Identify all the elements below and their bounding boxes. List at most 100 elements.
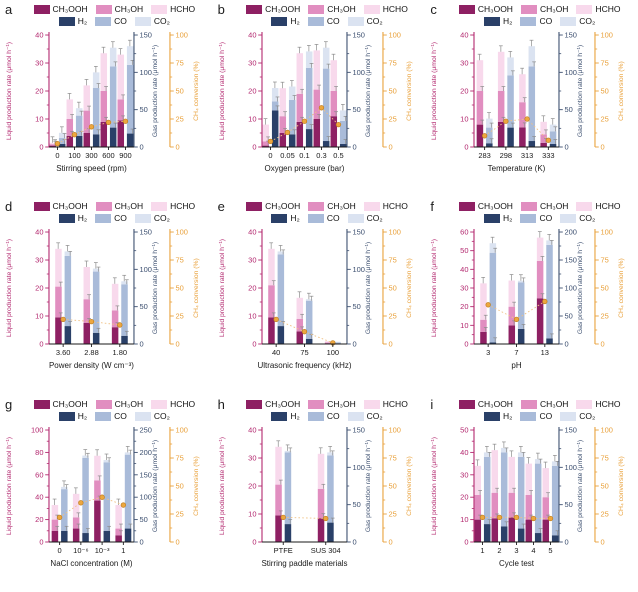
legend-swatch-h2 bbox=[58, 411, 75, 421]
legend-label-co: CO bbox=[326, 410, 340, 421]
liquid-tick-label: 10 bbox=[460, 114, 468, 123]
bar-h2 bbox=[501, 525, 508, 542]
liquid-tick-label: 30 bbox=[460, 284, 468, 293]
bar-co2 bbox=[489, 243, 497, 254]
bar-ch3oh bbox=[519, 102, 526, 128]
gas-tick-label: 0 bbox=[565, 537, 569, 546]
bar-ch3ooh bbox=[525, 519, 533, 542]
legend-label-h2: H₂ bbox=[503, 16, 513, 26]
conversion-tick-label: 50 bbox=[175, 87, 183, 96]
bar-co bbox=[484, 456, 491, 524]
gas-tick-label: 100 bbox=[352, 68, 365, 77]
bar-h2 bbox=[124, 528, 132, 542]
bar-ch3ooh bbox=[480, 332, 488, 345]
legend-item-ch3ooh: CH₃OOH bbox=[246, 399, 300, 410]
conversion-axis: 0 25 50 75 100 CH₄ conversion (%) bbox=[594, 425, 625, 546]
bar-co bbox=[82, 457, 89, 533]
conversion-marker bbox=[105, 119, 112, 126]
gas-tick-label: 200 bbox=[565, 228, 578, 237]
x-tick-label: 1.80 bbox=[113, 348, 128, 357]
gas-axis-title: Gas production rate (μmol h⁻¹) bbox=[152, 242, 159, 334]
conversion-tick-label: 100 bbox=[175, 31, 188, 40]
bar-hcho bbox=[476, 60, 484, 92]
gas-tick-label: 50 bbox=[565, 500, 573, 509]
bar-hcho bbox=[537, 237, 544, 262]
conversion-axis-title: CH₄ conversion (%) bbox=[406, 61, 413, 121]
x-tick-label: 300 bbox=[85, 151, 98, 160]
bar-co bbox=[546, 245, 554, 339]
legend-label-co: CO bbox=[539, 213, 553, 224]
legend-swatch-co2 bbox=[560, 214, 577, 224]
conversion-tick-label: 0 bbox=[601, 142, 605, 151]
bar-ch3ooh bbox=[83, 323, 91, 345]
conversion-axis-title: CH₄ conversion (%) bbox=[406, 258, 413, 318]
conversion-marker bbox=[284, 129, 290, 136]
bar-co bbox=[333, 342, 341, 344]
bar-co2 bbox=[339, 110, 347, 121]
bar-h2 bbox=[552, 534, 559, 542]
liquid-axis: 0 10 20 30 40 Liquid production rate (μmol h⁻… bbox=[219, 228, 263, 349]
liquid-tick-label: 20 bbox=[460, 492, 468, 501]
liquid-tick-label: 0 bbox=[252, 340, 256, 349]
bar-ch3oh bbox=[317, 488, 324, 518]
legend-label-hcho: HCHO bbox=[382, 398, 408, 409]
conversion-axis: 0 25 50 75 100 CH₄ conversion (%) bbox=[594, 228, 625, 349]
bar-hcho bbox=[51, 504, 59, 520]
bar-ch3ooh bbox=[267, 317, 275, 345]
legend-swatch-co bbox=[307, 411, 324, 421]
conversion-marker bbox=[301, 329, 307, 335]
bar-co2 bbox=[546, 240, 554, 246]
liquid-tick-label: 0 bbox=[39, 340, 43, 349]
chart-h: 0 10 20 30 40 Liquid production rate (μmol h⁻… bbox=[219, 425, 413, 567]
conversion-axis-title: CH₄ conversion (%) bbox=[618, 61, 625, 121]
conversion-tick-label: 0 bbox=[388, 142, 392, 151]
legend-label-hcho: HCHO bbox=[170, 201, 196, 212]
legend-row: H₂ CO CO₂ bbox=[55, 411, 174, 422]
legend-row: CH₃OOH CH₃OH HCHO bbox=[455, 399, 625, 410]
x-axis: 1 2 3 4 5 Cycle test bbox=[474, 541, 560, 568]
bar-h2 bbox=[326, 522, 334, 542]
bar-ch3ooh bbox=[491, 518, 499, 542]
conversion-tick-label: 100 bbox=[388, 31, 401, 40]
conversion-tick-label: 50 bbox=[175, 284, 183, 293]
legend-item-h2: H₂ bbox=[271, 411, 300, 422]
conversion-marker bbox=[503, 118, 509, 124]
panel-c: c CH₃OOH CH₃OH HCHO H₂ CO CO₂ 0 10 20 30 40 Liquid p… bbox=[425, 0, 638, 197]
conversion-tick-label: 50 bbox=[388, 481, 396, 490]
legend-swatch-co bbox=[95, 17, 112, 26]
legend-swatch-h2 bbox=[484, 411, 501, 421]
bars bbox=[474, 441, 560, 542]
legend-label-ch3ooh: CH₃OOH bbox=[52, 4, 88, 14]
bar-hcho bbox=[508, 280, 516, 307]
conversion-marker bbox=[88, 124, 95, 130]
bar-co bbox=[501, 452, 508, 526]
legend-label-hcho: HCHO bbox=[382, 201, 408, 212]
conversion-tick-label: 0 bbox=[388, 537, 392, 546]
conversion-marker bbox=[122, 118, 129, 124]
bars bbox=[476, 39, 558, 147]
bar-ch3oh bbox=[83, 110, 91, 133]
bar-co2 bbox=[277, 251, 284, 255]
liquid-tick-label: 30 bbox=[248, 453, 256, 462]
conversion-tick-label: 100 bbox=[601, 31, 614, 40]
legend-item-ch3oh: CH₃OH bbox=[520, 399, 568, 410]
legend-swatch-ch3ooh bbox=[246, 399, 263, 409]
bar-hcho bbox=[519, 74, 526, 103]
bar-co2 bbox=[284, 450, 291, 453]
bar-hcho bbox=[115, 504, 122, 529]
conversion-tick-label: 0 bbox=[388, 340, 392, 349]
legend-row: H₂ CO CO₂ bbox=[55, 213, 174, 224]
legend-label-h2: H₂ bbox=[77, 213, 88, 224]
bar-co2 bbox=[322, 47, 330, 69]
legend-swatch-ch3oh bbox=[308, 202, 325, 212]
liquid-tick-label: 10 bbox=[35, 312, 43, 321]
legend-swatch-co2 bbox=[347, 411, 364, 421]
legend-swatch-ch3ooh bbox=[458, 399, 475, 409]
bars bbox=[274, 440, 335, 542]
bar-hcho bbox=[296, 298, 303, 320]
bar-co2 bbox=[58, 132, 66, 139]
x-axis: 283 298 313 333 Temperature (K) bbox=[474, 146, 560, 173]
x-axis: 0 100 300 600 900 Stirring speed (rpm) bbox=[48, 146, 134, 173]
